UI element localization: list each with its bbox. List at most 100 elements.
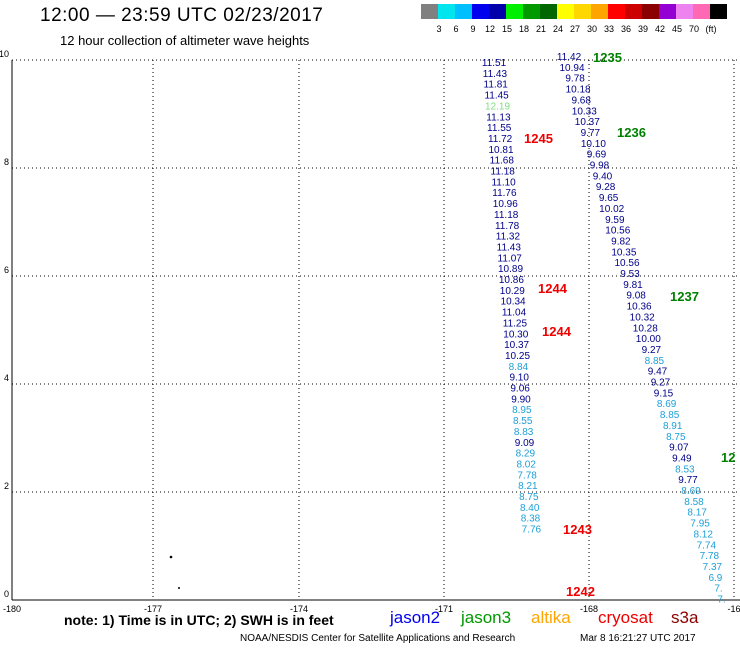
wave-height-value: 7.37 [703,562,723,573]
wave-height-value: 9.69 [587,150,607,161]
wave-height-value: 11.32 [496,232,521,243]
wave-height-value: 9.77 [581,128,601,139]
color-chip [540,4,557,19]
wave-height-value: 10.02 [599,204,624,215]
page-title: 12:00 — 23:59 UTC 02/23/2017 [40,5,324,26]
color-chip-label: 6 [453,24,459,34]
pass-time-label: 1237 [670,289,699,304]
wave-height-value: 9.49 [672,453,692,464]
wave-height-value: 9.65 [599,193,619,204]
wave-height-value: 10.37 [504,340,529,351]
wave-height-value: 11.42 [557,52,582,63]
wave-height-value: 10.36 [627,302,652,313]
wave-height-value: 12.19 [485,101,510,112]
wave-height-value: 7. [714,584,722,595]
y-tick-label: 10 [0,49,9,59]
color-chip [591,4,608,19]
wave-height-value: 10.56 [605,226,630,237]
color-chip-label: 9 [470,24,476,34]
wave-height-value: 8.29 [516,449,536,460]
color-chip [557,4,574,19]
color-chip [676,4,693,19]
pass-time-label: 1236 [617,125,646,140]
wave-height-value: 8.83 [514,427,534,438]
wave-height-value: 10.34 [501,297,526,308]
wave-height-value: 10.37 [575,117,600,128]
color-chip-label: 36 [620,24,631,34]
wave-height-value: 11.07 [498,253,523,264]
color-chip-label: 15 [501,24,512,34]
wave-height-value: 9.10 [509,373,529,384]
wave-height-value: 11.43 [483,69,508,80]
pass-time-label: 1235 [593,50,622,65]
wave-height-value: 11.18 [494,210,519,221]
wave-height-value: 9.40 [593,171,613,182]
wave-height-value: 11.78 [495,221,520,232]
wave-height-value: 9.27 [651,378,671,389]
color-chip-label: 27 [569,24,580,34]
wave-height-value: 11.13 [486,112,511,123]
satellite-legend-altika: altika [531,608,571,627]
wave-height-value: 9.81 [623,280,643,291]
wave-height-value: 9.06 [510,384,530,395]
wave-height-value: 9.68 [571,95,591,106]
color-chip-label: 42 [654,24,665,34]
color-chip [693,4,710,19]
color-chip [574,4,591,19]
wave-height-value: 11.51 [482,58,507,69]
color-chip [489,4,506,19]
color-chip [506,4,523,19]
color-chip [455,4,472,19]
wave-height-value: 8.40 [520,503,540,514]
satellite-legend-jason3: jason3 [461,608,512,627]
wave-height-value: 10.32 [630,312,655,323]
wave-height-value: 7.74 [697,540,717,551]
wave-height-value: 10.28 [633,323,658,334]
wave-height-value: 8.58 [684,497,704,508]
wave-height-value: 10.30 [503,329,528,340]
wave-height-value: 8.69 [657,399,677,410]
wave-height-value: 9.09 [515,438,535,449]
color-chip [421,4,438,19]
color-chip-label: 70 [688,24,699,34]
color-chip-label: 12 [484,24,495,34]
wave-height-value: 10.86 [499,275,524,286]
wave-height-value: 8.02 [516,459,536,470]
wave-height-value: 10.81 [488,145,513,156]
footer-note: note: 1) Time is in UTC; 2) SWH is in fe… [64,612,334,628]
wave-height-value: 9.47 [648,367,668,378]
wave-height-value: 8.95 [512,405,532,416]
credit-text: NOAA/NESDIS Center for Satellite Applica… [240,633,516,644]
wave-height-value: 10.33 [572,106,597,117]
wave-height-value: 7.76 [522,525,542,536]
color-chip-label: 24 [552,24,563,34]
x-tick-label: -177 [144,604,162,614]
wave-height-value: 11.72 [488,134,513,145]
wave-height-value: 9.27 [642,345,662,356]
wave-height-value: 11.18 [491,167,516,178]
y-tick-label: 2 [4,481,9,491]
page-subtitle: 12 hour collection of altimeter wave hei… [60,33,310,48]
wave-height-value: 8.53 [675,464,695,475]
wave-height-value: 10.18 [566,85,591,96]
x-tick-label: -174 [290,604,308,614]
pass-time-label: 1243 [563,522,592,537]
wave-height-value: 9.78 [565,74,585,85]
wave-height-value: 9.82 [611,236,631,247]
y-tick-label: 0 [4,589,9,599]
color-chip [438,4,455,19]
wave-height-value: 7. [717,595,725,606]
satellite-legend-s3a: s3a [671,608,699,627]
y-tick-label: 4 [4,373,9,383]
wave-height-value: 11.10 [491,177,516,188]
color-chip [608,4,625,19]
wave-height-value: 9.98 [590,161,610,172]
wave-height-value: 11.45 [484,91,509,102]
color-chip-label: 3 [436,24,442,34]
pass-time-label: 12 [721,450,735,465]
y-tick-label: 6 [4,265,9,275]
wave-height-value: 8.69 [681,486,701,497]
color-chip-label: 21 [535,24,546,34]
x-tick-label: -171 [435,604,453,614]
